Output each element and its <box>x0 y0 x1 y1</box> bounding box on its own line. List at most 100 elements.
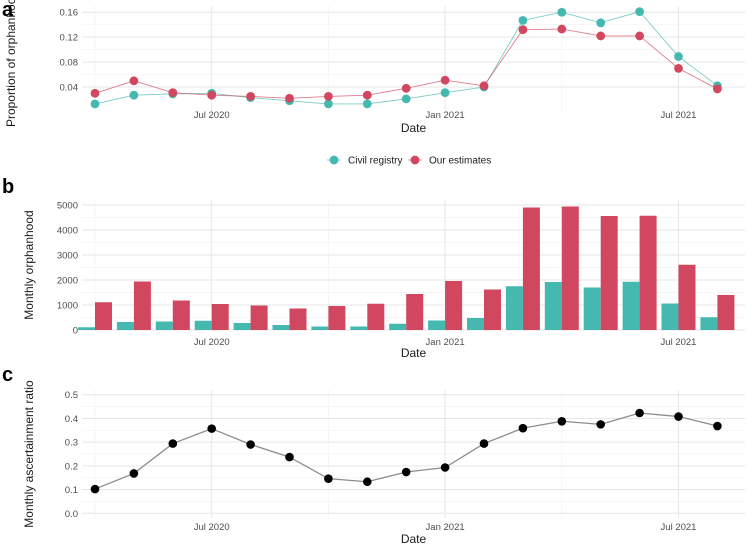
panel-b-bar-civil-registry <box>78 327 95 330</box>
panel-a-point-our-estimates <box>90 88 100 98</box>
panel-b-bar-civil-registry <box>428 320 446 330</box>
panel-a-x-tick-label: Jul 2021 <box>661 110 697 121</box>
panel-a-x-tick-label: Jul 2020 <box>194 110 230 121</box>
panel-b-bar-our-estimates <box>172 300 190 330</box>
panel-b-bar-our-estimates <box>289 308 307 330</box>
panel-c-point-ascertainment-ratio <box>363 477 372 487</box>
panel-b-y-tick-label: 5000 <box>57 201 78 212</box>
panel-a-point-our-estimates <box>168 88 178 98</box>
panel-c-point-ascertainment-ratio <box>557 416 567 426</box>
panel-a-point-our-estimates <box>440 75 450 85</box>
panel-b-bar-civil-registry <box>661 303 679 330</box>
panel-c-point-ascertainment-ratio <box>246 440 255 449</box>
panel-c-point-ascertainment-ratio <box>90 484 100 494</box>
panel-c-point-ascertainment-ratio <box>168 439 178 448</box>
panel-c-y-tick-label: 0.1 <box>65 485 78 496</box>
panel-label-c: c <box>2 364 13 386</box>
panel-b-bar-our-estimates <box>522 207 540 330</box>
panel-a-point-our-estimates <box>246 92 256 101</box>
panel-b-y-tick-label: 4000 <box>57 226 78 237</box>
panel-b-x-tick-label: Jul 2020 <box>194 337 230 348</box>
legend-label-civil-registry: Civil registry <box>348 156 402 167</box>
panel-c-point-ascertainment-ratio <box>207 424 216 433</box>
panel-b-bar-civil-registry <box>272 325 290 330</box>
panel-a-point-our-estimates <box>207 90 217 100</box>
panel-b-bar-our-estimates <box>484 289 501 330</box>
panel-b-bar-our-estimates <box>717 295 735 330</box>
panel-c-point-ascertainment-ratio <box>713 421 722 431</box>
panel-b-bar-our-estimates <box>367 303 385 330</box>
legend-key-our-estimates <box>410 155 420 165</box>
panel-b-y-tick-label: 2000 <box>57 276 78 287</box>
panel-a-point-our-estimates <box>479 81 489 91</box>
panel-a-y-tick-label: 0.08 <box>60 58 79 69</box>
panel-a-x-axis-title: Date <box>401 121 427 135</box>
panel-a-point-civil-registry <box>674 52 683 61</box>
panel-b-bar-civil-registry <box>116 322 134 330</box>
panel-b-y-tick-label: 0 <box>73 326 78 337</box>
panel-c-y-tick-label: 0.0 <box>65 509 78 520</box>
panel-c-x-tick-label: Jul 2021 <box>661 522 697 533</box>
panel-b-bar-our-estimates <box>445 281 463 330</box>
panel-b-bar-civil-registry <box>389 323 407 330</box>
panel-b-bar-our-estimates <box>639 215 657 330</box>
panel-a-point-our-estimates <box>557 24 567 34</box>
panel-a-point-civil-registry <box>557 7 567 17</box>
panel-b-bar-civil-registry <box>350 326 368 330</box>
panel-b-bar-civil-registry <box>155 321 173 330</box>
panel-a-y-axis-title: Proportion of orphanhood <box>4 0 18 127</box>
panel-a-point-civil-registry <box>596 18 606 28</box>
chart-root: 0.04 0.08 0.12 0.16 Jul 2020 Jan 2021 Jul 2021… <box>4 0 745 545</box>
panel-b-bar-our-estimates <box>600 216 618 330</box>
panel-c-point-ascertainment-ratio <box>129 469 139 478</box>
panel-a-point-civil-registry <box>440 88 450 98</box>
legend-key-civil-registry <box>329 155 339 165</box>
panel-c-point-ascertainment-ratio <box>479 439 489 448</box>
panel-c-point-ascertainment-ratio <box>401 467 411 477</box>
panel-c-point-ascertainment-ratio <box>440 463 450 472</box>
panel-a-point-our-estimates <box>129 76 139 86</box>
panel-c-point-ascertainment-ratio <box>674 412 683 421</box>
legend-label-our-estimates: Our estimates <box>429 156 491 167</box>
panel-label-b: b <box>2 176 14 198</box>
panel-b-bar-our-estimates <box>250 305 268 330</box>
panel-b-bar-our-estimates <box>211 304 229 330</box>
panel-a-point-civil-registry <box>90 99 100 109</box>
panel-a-point-our-estimates <box>401 83 411 93</box>
panel-b-bar-civil-registry <box>700 317 718 330</box>
panel-a-point-civil-registry <box>401 94 411 104</box>
panel-c-point-ascertainment-ratio <box>596 420 605 429</box>
panel-b-bar-our-estimates <box>95 302 112 330</box>
panel-c-y-tick-label: 0.4 <box>65 414 78 425</box>
panel-c-point-ascertainment-ratio <box>518 423 528 433</box>
panel-a-y-tick-label: 0.04 <box>60 83 79 94</box>
panel-c-y-axis-title: Monthly ascertainment ratio <box>22 380 36 528</box>
panel-c-point-ascertainment-ratio <box>285 452 294 462</box>
panel-b-bar-our-estimates <box>406 294 424 330</box>
panel-a-point-our-estimates <box>635 31 644 41</box>
panel-c-x-tick-label: Jul 2020 <box>194 522 230 533</box>
panel-b-bar-our-estimates <box>328 306 346 330</box>
panel-a-point-our-estimates <box>362 90 372 100</box>
panel-c-y-tick-label: 0.2 <box>65 461 78 472</box>
panel-b-bar-civil-registry <box>544 282 562 330</box>
panel-b-bar-civil-registry <box>583 287 601 330</box>
panel-c-point-ascertainment-ratio <box>324 474 333 483</box>
panel-a-point-civil-registry <box>129 90 139 100</box>
panel-a-point-our-estimates <box>324 92 333 101</box>
panel-a-point-civil-registry <box>362 99 372 109</box>
panel-c-y-tick-label: 0.3 <box>65 438 78 449</box>
panel-a-y-tick-label: 0.12 <box>60 33 79 44</box>
panel-b-bar-our-estimates <box>678 264 696 330</box>
panel-c-x-axis-title: Date <box>401 532 427 545</box>
panel-b-y-tick-label: 1000 <box>57 301 78 312</box>
panel-a-point-our-estimates <box>713 84 722 94</box>
panel-a-point-civil-registry <box>518 15 528 25</box>
panel-a-point-our-estimates <box>596 31 606 41</box>
panel-label-a: a <box>2 0 14 21</box>
panel-a-point-civil-registry <box>324 99 333 109</box>
panel-a-x-tick-label: Jan 2021 <box>426 110 465 121</box>
panel-b-bar-civil-registry <box>233 323 251 330</box>
panel-b-x-axis-title: Date <box>401 346 427 360</box>
